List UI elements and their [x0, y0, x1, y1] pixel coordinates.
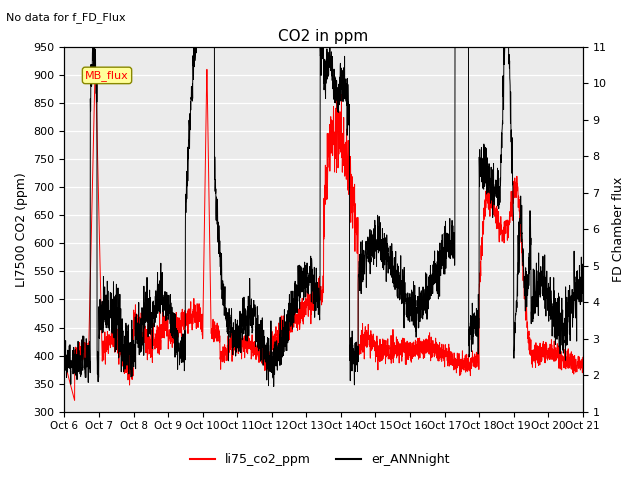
Y-axis label: FD Chamber flux: FD Chamber flux — [612, 177, 625, 282]
Title: CO2 in ppm: CO2 in ppm — [278, 29, 369, 44]
li75_co2_ppm — [260, 360, 268, 366]
er_ANNnight — [513, 293, 521, 299]
Legend: li75_co2_ppm, er_ANNnight: li75_co2_ppm, er_ANNnight — [186, 448, 454, 471]
li75_co2_ppm — [151, 339, 159, 345]
er_ANNnight — [150, 316, 158, 322]
Text: MB_flux: MB_flux — [85, 70, 129, 81]
er_ANNnight — [61, 359, 68, 365]
li75_co2_ppm — [120, 360, 128, 366]
er_ANNnight — [89, 44, 97, 50]
er_ANNnight — [282, 331, 290, 336]
li75_co2_ppm — [569, 362, 577, 368]
li75_co2_ppm — [71, 397, 79, 403]
Line: er_ANNnight: er_ANNnight — [65, 47, 583, 386]
li75_co2_ppm — [61, 358, 68, 364]
Text: No data for f_FD_Flux: No data for f_FD_Flux — [6, 12, 126, 23]
er_ANNnight — [270, 384, 278, 389]
Y-axis label: LI7500 CO2 (ppm): LI7500 CO2 (ppm) — [15, 172, 28, 287]
er_ANNnight — [120, 369, 127, 375]
li75_co2_ppm — [579, 354, 587, 360]
er_ANNnight — [579, 284, 587, 290]
li75_co2_ppm — [513, 180, 521, 186]
Line: li75_co2_ppm: li75_co2_ppm — [65, 58, 583, 400]
er_ANNnight — [259, 344, 267, 350]
li75_co2_ppm — [282, 330, 290, 336]
li75_co2_ppm — [92, 55, 99, 61]
er_ANNnight — [569, 306, 577, 312]
